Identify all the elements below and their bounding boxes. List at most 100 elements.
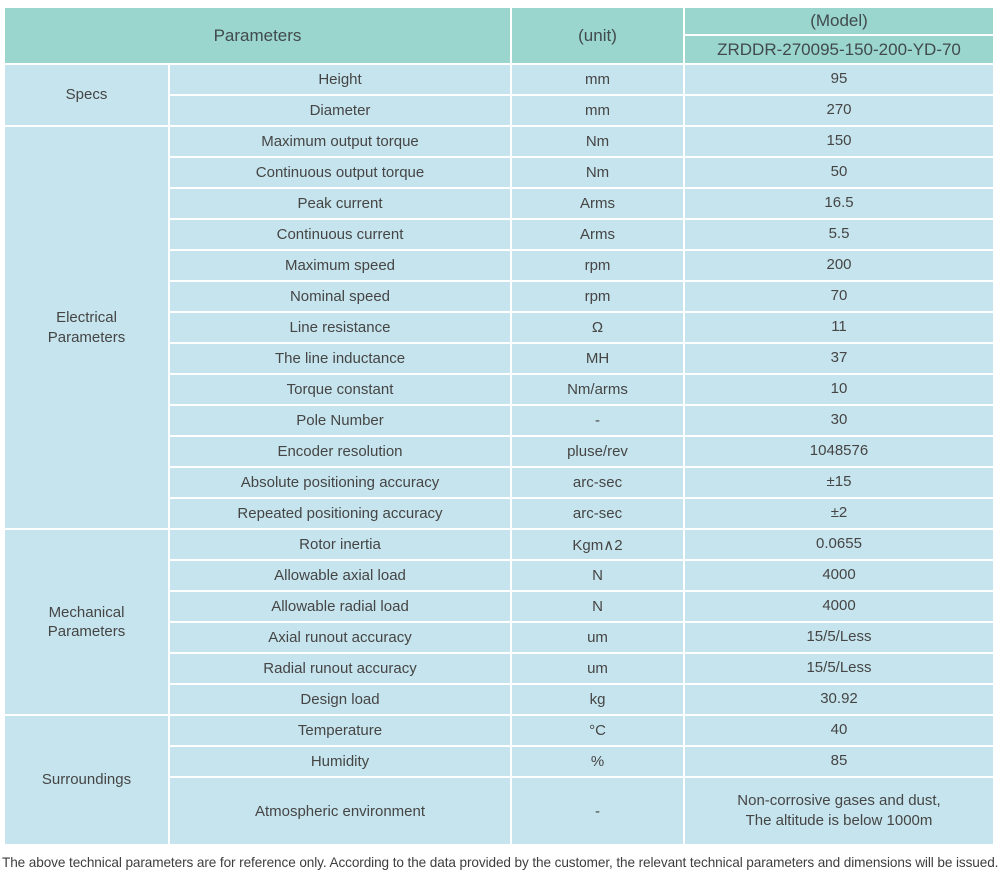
table-row: Axial runout accuracy um 15/5/Less [5, 623, 993, 652]
table-row: Atmospheric environment - Non-corrosive ga… [5, 778, 993, 844]
table-row: Repeated positioning accuracy arc-sec ±2 [5, 499, 993, 528]
unit-cell: rpm [512, 282, 683, 311]
category-cell: Mechanical Parameters [5, 530, 168, 714]
unit-cell: N [512, 592, 683, 621]
value-cell: 1048576 [685, 437, 993, 466]
parameter-name-cell: Temperature [170, 716, 510, 745]
table-row: Surroundings Temperature °C 40 [5, 716, 993, 844]
table-row: Encoder resolution pluse/rev 1048576 [5, 437, 993, 466]
unit-cell: mm [512, 96, 683, 125]
table-row: The line inductance MH 37 [5, 344, 993, 373]
value-cell: 37 [685, 344, 993, 373]
unit-cell: pluse/rev [512, 437, 683, 466]
value-cell: 15/5/Less [685, 623, 993, 652]
unit-cell: Ω [512, 313, 683, 342]
value-cell: 50 [685, 158, 993, 187]
table-row: Allowable radial load N 4000 [5, 592, 993, 621]
category-label: Electrical Parameters [47, 309, 126, 346]
category-cell: Specs [5, 65, 168, 125]
parameter-name-cell: Humidity [170, 747, 510, 776]
unit-cell: kg [512, 685, 683, 714]
table-row: Continuous current Arms 5.5 [5, 220, 993, 249]
unit-cell: Nm [512, 158, 683, 187]
parameter-name-cell: Diameter [170, 96, 510, 125]
value-cell: Non-corrosive gases and dust, The altitu… [685, 778, 993, 844]
value-cell: 15/5/Less [685, 654, 993, 683]
parameter-name-cell: Allowable radial load [170, 592, 510, 621]
parameter-name-cell: Absolute positioning accuracy [170, 468, 510, 497]
value-cell: 40 [685, 716, 993, 745]
value-cell: 150 [685, 127, 993, 156]
parameter-name-cell: Allowable axial load [170, 561, 510, 590]
value-cell: 11 [685, 313, 993, 342]
table-row: Specs Height mm 95 [5, 65, 993, 125]
table-row: Diameter mm 270 [5, 96, 993, 125]
value-cell: 70 [685, 282, 993, 311]
unit-cell: Nm [512, 127, 683, 156]
table-row: Radial runout accuracy um 15/5/Less [5, 654, 993, 683]
parameter-name-cell: Torque constant [170, 375, 510, 404]
parameter-name-cell: Continuous output torque [170, 158, 510, 187]
parameter-name-cell: Maximum output torque [170, 127, 510, 156]
table-row: Absolute positioning accuracy arc-sec ±15 [5, 468, 993, 497]
value-cell: 16.5 [685, 189, 993, 218]
value-cell: 85 [685, 747, 993, 776]
spec-table-header: Parameters (unit) (Model) ZRDDR-270095-1… [5, 8, 993, 63]
value-cell: 10 [685, 375, 993, 404]
unit-cell: um [512, 623, 683, 652]
unit-cell: Arms [512, 220, 683, 249]
table-row: Torque constant Nm/arms 10 [5, 375, 993, 404]
unit-cell: arc-sec [512, 499, 683, 528]
table-row: Electrical Parameters Maximum output torq… [5, 127, 993, 528]
header-unit: (unit) [512, 8, 683, 63]
parameter-name-cell: Rotor inertia [170, 530, 510, 559]
value-cell: ±2 [685, 499, 993, 528]
value-cell: 5.5 [685, 220, 993, 249]
parameter-name-cell: Design load [170, 685, 510, 714]
parameter-name-cell: Radial runout accuracy [170, 654, 510, 683]
value-cell: ±15 [685, 468, 993, 497]
unit-cell: - [512, 778, 683, 844]
parameter-name-cell: Encoder resolution [170, 437, 510, 466]
parameter-name-cell: Pole Number [170, 406, 510, 435]
value-cell: 270 [685, 96, 993, 125]
parameter-name-cell: Maximum speed [170, 251, 510, 280]
parameter-name-cell: Atmospheric environment [170, 778, 510, 844]
unit-cell: Nm/arms [512, 375, 683, 404]
table-row: Mechanical Parameters Rotor inertia Kgm∧2 0… [5, 530, 993, 714]
unit-cell: - [512, 406, 683, 435]
unit-cell: Arms [512, 189, 683, 218]
table-row: Design load kg 30.92 [5, 685, 993, 714]
table-row: Line resistance Ω 11 [5, 313, 993, 342]
parameter-name-cell: Nominal speed [170, 282, 510, 311]
unit-cell: Kgm∧2 [512, 530, 683, 559]
table-row: Peak current Arms 16.5 [5, 189, 993, 218]
table-row: Nominal speed rpm 70 [5, 282, 993, 311]
unit-cell: arc-sec [512, 468, 683, 497]
unit-cell: rpm [512, 251, 683, 280]
category-cell: Electrical Parameters [5, 127, 168, 528]
value-cell: 95 [685, 65, 993, 94]
value-cell: 4000 [685, 592, 993, 621]
table-row: Continuous output torque Nm 50 [5, 158, 993, 187]
parameter-name-cell: The line inductance [170, 344, 510, 373]
spec-table-body: Specs Height mm 95 Diameter mm 270 Electrical P… [5, 65, 993, 844]
header-parameters: Parameters [5, 8, 510, 63]
unit-cell: MH [512, 344, 683, 373]
table-row: Maximum speed rpm 200 [5, 251, 993, 280]
value-cell: 0.0655 [685, 530, 993, 559]
footnote: The above technical parameters are for r… [2, 855, 999, 870]
header-model: (Model) [685, 8, 993, 34]
parameter-name-cell: Height [170, 65, 510, 94]
parameter-name-cell: Peak current [170, 189, 510, 218]
spec-table: Parameters (unit) (Model) ZRDDR-270095-1… [3, 6, 995, 846]
category-label: Surroundings [41, 771, 132, 789]
value-cell: 30 [685, 406, 993, 435]
table-row: Humidity% 85 [5, 747, 993, 776]
parameter-name-cell: Repeated positioning accuracy [170, 499, 510, 528]
table-row: Pole Number -30 [5, 406, 993, 435]
unit-cell: °C [512, 716, 683, 745]
parameter-name-cell: Line resistance [170, 313, 510, 342]
category-label: Specs [65, 86, 108, 104]
